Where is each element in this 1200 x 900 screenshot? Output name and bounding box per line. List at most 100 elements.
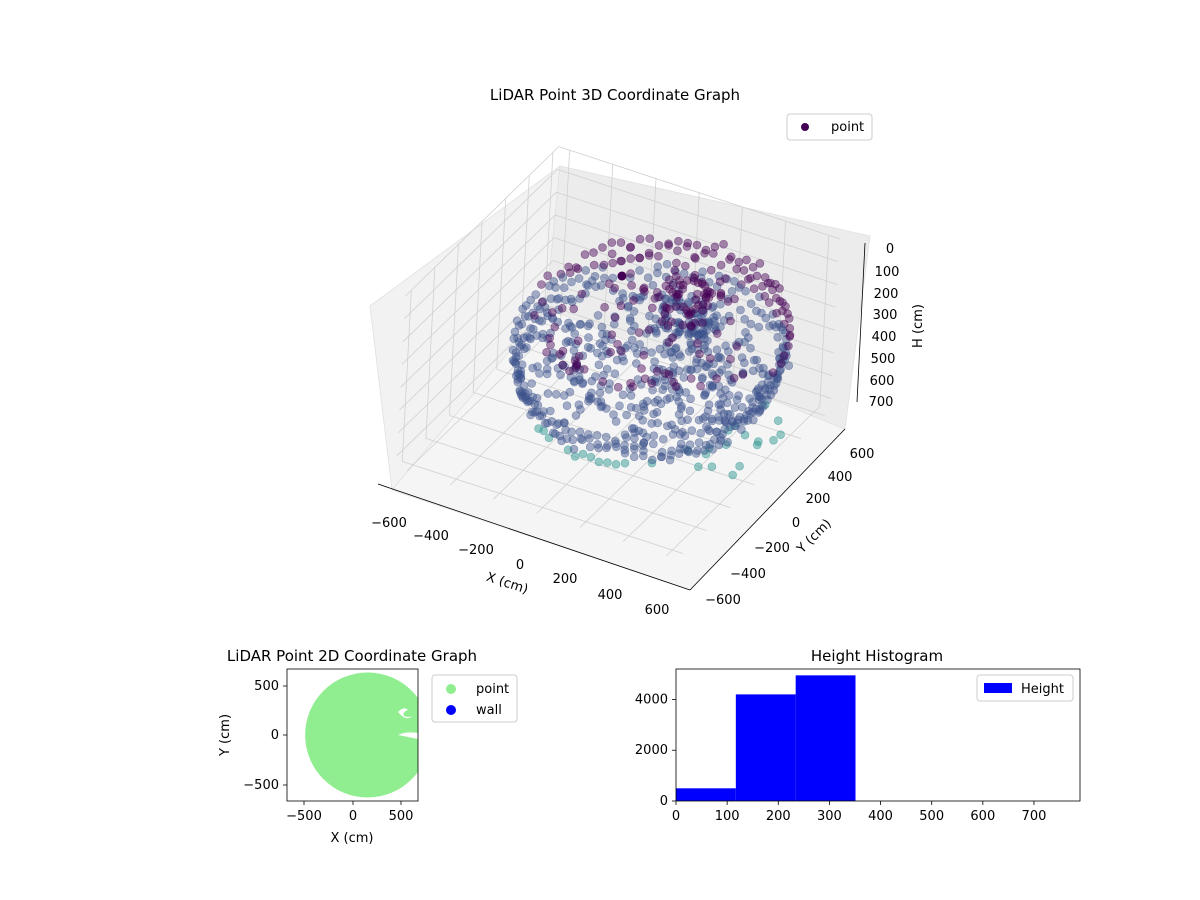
point-marker bbox=[654, 251, 663, 261]
point-marker bbox=[578, 351, 588, 361]
point-marker bbox=[663, 323, 673, 333]
point-marker bbox=[660, 368, 670, 378]
y-tick-label: −600 bbox=[705, 593, 741, 608]
point-marker bbox=[768, 285, 777, 295]
point-marker bbox=[537, 297, 547, 307]
plot2d-yticks: 500 0 −500 bbox=[243, 679, 287, 793]
point-marker bbox=[729, 373, 739, 383]
plot3d-grid bbox=[396, 146, 840, 557]
point-marker bbox=[626, 242, 636, 252]
point-marker bbox=[712, 374, 721, 383]
point-marker bbox=[625, 313, 635, 323]
point-marker bbox=[586, 452, 596, 462]
point-marker bbox=[657, 452, 666, 462]
point-marker bbox=[701, 292, 711, 302]
point-marker bbox=[638, 451, 648, 461]
y-axis-line bbox=[689, 428, 846, 591]
point-marker bbox=[604, 385, 614, 394]
point-marker bbox=[631, 359, 641, 368]
point-marker bbox=[601, 432, 611, 442]
point-marker bbox=[607, 238, 617, 247]
point-marker bbox=[538, 333, 547, 343]
point-disc-area bbox=[305, 672, 418, 798]
point-marker bbox=[649, 409, 658, 419]
point-marker bbox=[648, 439, 658, 449]
lidar-2d-plot: LiDAR Point 2D Coordinate Graph −500 0 5… bbox=[218, 647, 518, 846]
point-marker bbox=[554, 294, 564, 303]
point-marker bbox=[724, 390, 734, 400]
point-marker bbox=[685, 406, 695, 416]
point-marker bbox=[596, 281, 606, 290]
histogram-yticks: 0 2000 4000 bbox=[635, 692, 676, 809]
point-marker bbox=[720, 424, 730, 434]
z-axis-line bbox=[856, 242, 866, 403]
point-marker bbox=[768, 368, 778, 377]
point-marker bbox=[644, 248, 654, 258]
point-marker bbox=[716, 292, 726, 301]
grid-line bbox=[558, 146, 840, 240]
point-marker bbox=[629, 441, 639, 451]
grid-line bbox=[519, 175, 530, 347]
point-marker bbox=[546, 340, 555, 350]
point-marker bbox=[592, 430, 602, 440]
point-marker bbox=[521, 395, 531, 405]
point-marker bbox=[764, 370, 774, 379]
point-marker bbox=[611, 417, 621, 426]
point-marker bbox=[620, 458, 630, 468]
grid-line bbox=[543, 152, 554, 324]
point-marker bbox=[691, 254, 700, 263]
point-marker bbox=[783, 309, 792, 319]
point-marker bbox=[735, 412, 745, 422]
point-marker bbox=[686, 322, 696, 331]
point-marker bbox=[602, 364, 612, 374]
point-marker bbox=[576, 319, 586, 329]
point-marker bbox=[741, 328, 750, 337]
point-marker bbox=[669, 362, 679, 371]
legend-box bbox=[976, 674, 1074, 702]
x-tick-label: 500 bbox=[389, 809, 414, 824]
point-marker bbox=[617, 256, 626, 266]
point-marker bbox=[590, 271, 600, 281]
point-marker bbox=[527, 379, 537, 388]
point-marker bbox=[539, 426, 549, 436]
grid-line bbox=[496, 368, 778, 463]
grid-line bbox=[401, 290, 412, 462]
plot3d-legend: point bbox=[786, 113, 873, 141]
point-marker bbox=[578, 379, 587, 389]
point-marker bbox=[679, 373, 689, 382]
point-marker bbox=[674, 236, 683, 246]
point-marker bbox=[749, 355, 759, 365]
point-marker bbox=[553, 317, 563, 327]
grid-line bbox=[472, 391, 755, 486]
grid-line bbox=[399, 260, 554, 411]
grid-line bbox=[819, 235, 830, 407]
legend-marker-point bbox=[801, 123, 809, 131]
point-marker bbox=[655, 292, 664, 302]
point-marker bbox=[608, 258, 618, 268]
point-marker bbox=[680, 261, 690, 271]
x-tick-label: 400 bbox=[868, 809, 893, 824]
x-tick-label: −200 bbox=[458, 543, 494, 558]
point-marker bbox=[763, 377, 773, 387]
point-marker bbox=[559, 418, 569, 427]
grid-line bbox=[405, 146, 560, 297]
point-marker bbox=[610, 313, 620, 322]
point-marker bbox=[630, 433, 639, 443]
legend-marker-point bbox=[446, 684, 456, 694]
point-marker bbox=[776, 365, 785, 374]
point-marker bbox=[719, 239, 728, 249]
x-tick-label: −500 bbox=[286, 809, 322, 824]
point-marker bbox=[707, 369, 717, 379]
point-marker bbox=[714, 400, 724, 409]
point-marker bbox=[644, 325, 654, 335]
point-marker bbox=[618, 390, 628, 400]
point-marker bbox=[617, 271, 627, 281]
point-marker bbox=[585, 394, 594, 404]
point-marker bbox=[615, 401, 624, 411]
point-marker bbox=[637, 364, 646, 373]
point-marker bbox=[543, 389, 553, 398]
point-marker bbox=[716, 353, 726, 363]
point-marker bbox=[670, 424, 680, 434]
point-marker bbox=[548, 353, 557, 363]
point-marker bbox=[683, 415, 692, 425]
